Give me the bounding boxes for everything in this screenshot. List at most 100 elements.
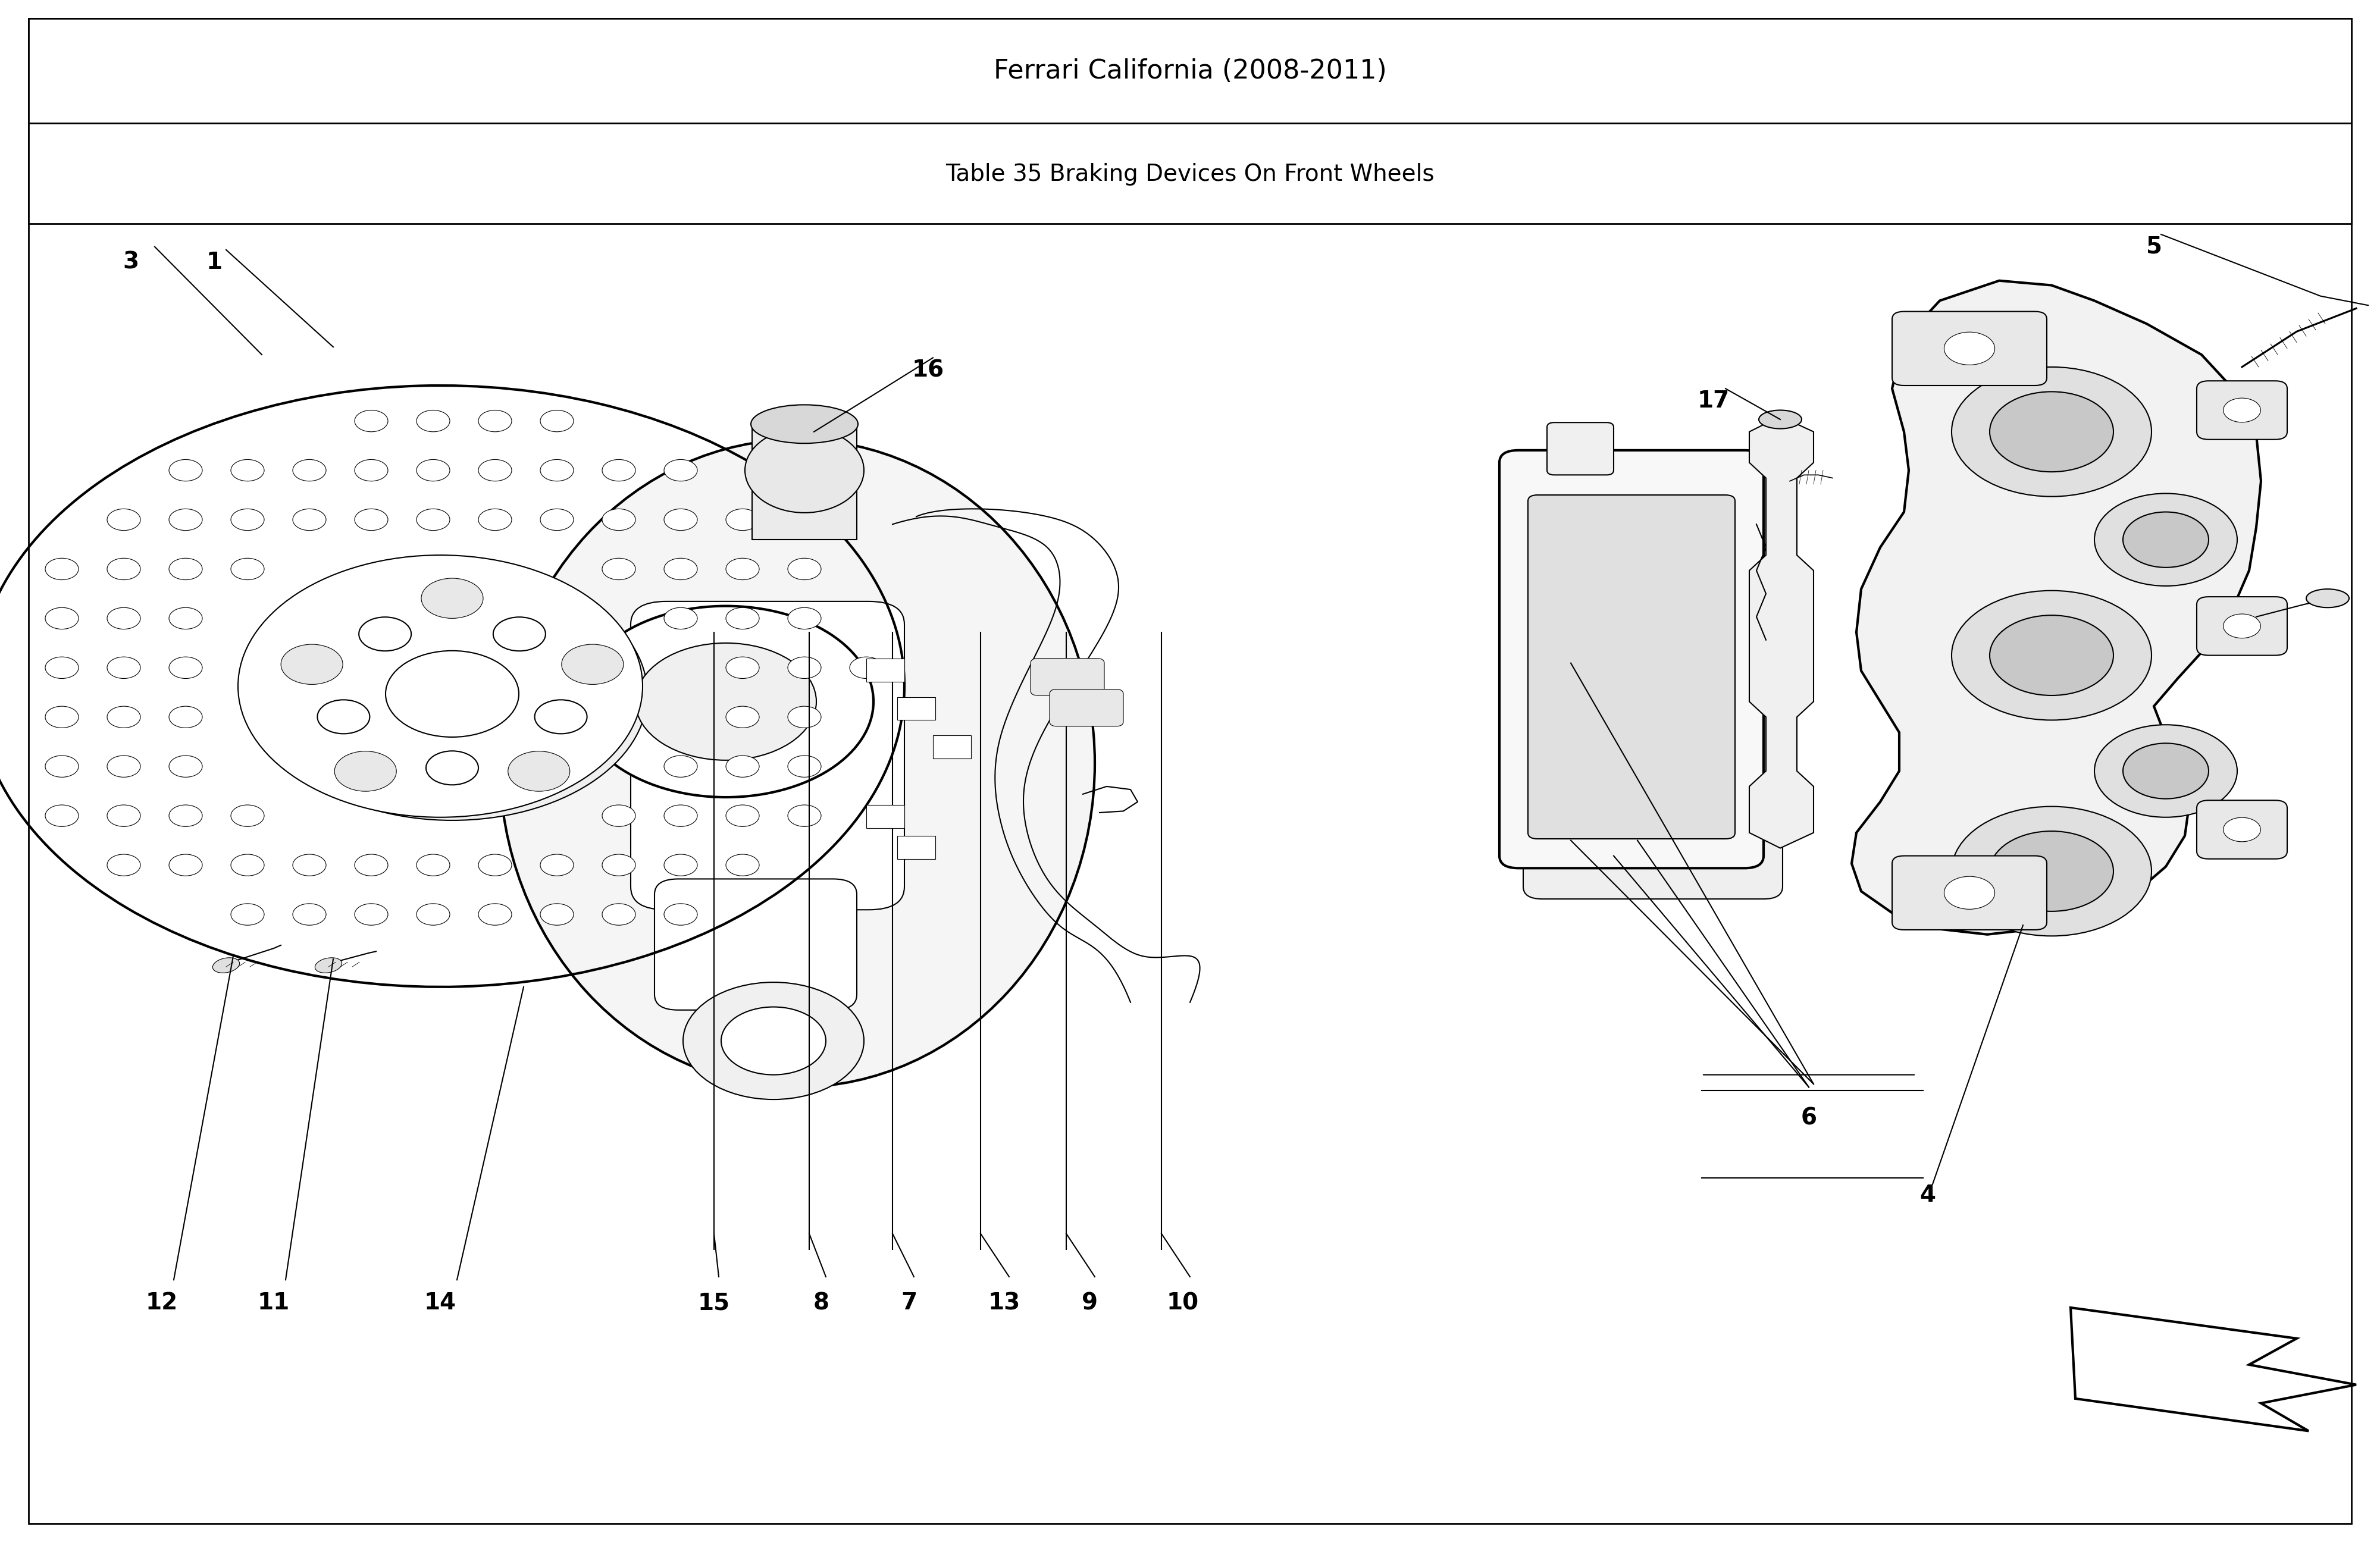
Circle shape <box>416 460 450 481</box>
Bar <box>897 836 935 859</box>
Circle shape <box>355 410 388 432</box>
Circle shape <box>493 617 545 651</box>
Circle shape <box>507 751 569 791</box>
Circle shape <box>107 706 140 728</box>
Circle shape <box>293 904 326 925</box>
Bar <box>752 424 857 540</box>
Circle shape <box>1944 876 1994 910</box>
Circle shape <box>169 657 202 678</box>
Ellipse shape <box>500 439 1095 1087</box>
Circle shape <box>721 1007 826 1075</box>
Circle shape <box>536 700 588 734</box>
Circle shape <box>45 706 79 728</box>
Circle shape <box>169 558 202 580</box>
Circle shape <box>107 657 140 678</box>
Bar <box>29 19 2351 123</box>
Circle shape <box>540 509 574 530</box>
Circle shape <box>562 645 624 685</box>
Text: 8: 8 <box>814 1292 828 1314</box>
FancyBboxPatch shape <box>1050 689 1123 726</box>
Circle shape <box>45 805 79 827</box>
Circle shape <box>238 555 643 817</box>
Bar <box>933 736 971 759</box>
Circle shape <box>416 854 450 876</box>
Circle shape <box>788 558 821 580</box>
Circle shape <box>107 509 140 530</box>
Circle shape <box>664 460 697 481</box>
Circle shape <box>540 460 574 481</box>
Circle shape <box>1990 392 2113 472</box>
Bar <box>866 658 904 682</box>
Circle shape <box>664 558 697 580</box>
Circle shape <box>2123 743 2209 799</box>
Circle shape <box>2094 725 2237 817</box>
Text: 14: 14 <box>424 1292 457 1314</box>
Text: 1: 1 <box>207 251 221 273</box>
Circle shape <box>478 410 512 432</box>
Circle shape <box>231 460 264 481</box>
Circle shape <box>788 657 821 678</box>
FancyBboxPatch shape <box>1892 311 2047 386</box>
Circle shape <box>683 982 864 1099</box>
Circle shape <box>1952 591 2152 720</box>
Circle shape <box>602 558 635 580</box>
Circle shape <box>107 558 140 580</box>
Circle shape <box>2223 614 2261 638</box>
Circle shape <box>726 657 759 678</box>
Text: 4: 4 <box>1921 1184 1935 1206</box>
Circle shape <box>169 805 202 827</box>
Circle shape <box>231 904 264 925</box>
Circle shape <box>2223 817 2261 842</box>
FancyBboxPatch shape <box>631 601 904 910</box>
Circle shape <box>602 904 635 925</box>
Circle shape <box>788 706 821 728</box>
Circle shape <box>336 751 397 791</box>
Circle shape <box>293 509 326 530</box>
Circle shape <box>426 751 478 785</box>
Circle shape <box>602 854 635 876</box>
Circle shape <box>231 558 264 580</box>
Text: 6: 6 <box>1802 1107 1816 1129</box>
FancyBboxPatch shape <box>654 879 857 1010</box>
Circle shape <box>540 904 574 925</box>
Text: 17: 17 <box>1697 390 1730 412</box>
Circle shape <box>1952 806 2152 936</box>
Circle shape <box>293 460 326 481</box>
Circle shape <box>45 608 79 629</box>
Ellipse shape <box>745 429 864 513</box>
Circle shape <box>169 608 202 629</box>
Circle shape <box>664 756 697 777</box>
Circle shape <box>726 805 759 827</box>
Circle shape <box>416 904 450 925</box>
Text: 9: 9 <box>1083 1292 1097 1314</box>
Bar <box>897 697 935 720</box>
Circle shape <box>231 509 264 530</box>
Circle shape <box>602 509 635 530</box>
Circle shape <box>45 756 79 777</box>
Circle shape <box>540 410 574 432</box>
Circle shape <box>107 805 140 827</box>
Circle shape <box>355 904 388 925</box>
Circle shape <box>359 617 412 651</box>
Circle shape <box>45 657 79 678</box>
Circle shape <box>355 460 388 481</box>
Bar <box>866 805 904 828</box>
Circle shape <box>169 756 202 777</box>
FancyBboxPatch shape <box>1499 450 1764 868</box>
Text: Table 35 Braking Devices On Front Wheels: Table 35 Braking Devices On Front Wheels <box>945 163 1435 185</box>
Circle shape <box>1944 332 1994 365</box>
Circle shape <box>664 509 697 530</box>
Circle shape <box>726 608 759 629</box>
Circle shape <box>788 756 821 777</box>
Circle shape <box>578 606 873 797</box>
Ellipse shape <box>2306 589 2349 608</box>
Text: 12: 12 <box>145 1292 178 1314</box>
Circle shape <box>276 580 628 808</box>
Circle shape <box>602 460 635 481</box>
FancyBboxPatch shape <box>1523 458 1783 899</box>
Ellipse shape <box>1759 410 1802 429</box>
Circle shape <box>107 608 140 629</box>
Circle shape <box>416 410 450 432</box>
Text: 7: 7 <box>902 1292 916 1314</box>
Circle shape <box>788 805 821 827</box>
